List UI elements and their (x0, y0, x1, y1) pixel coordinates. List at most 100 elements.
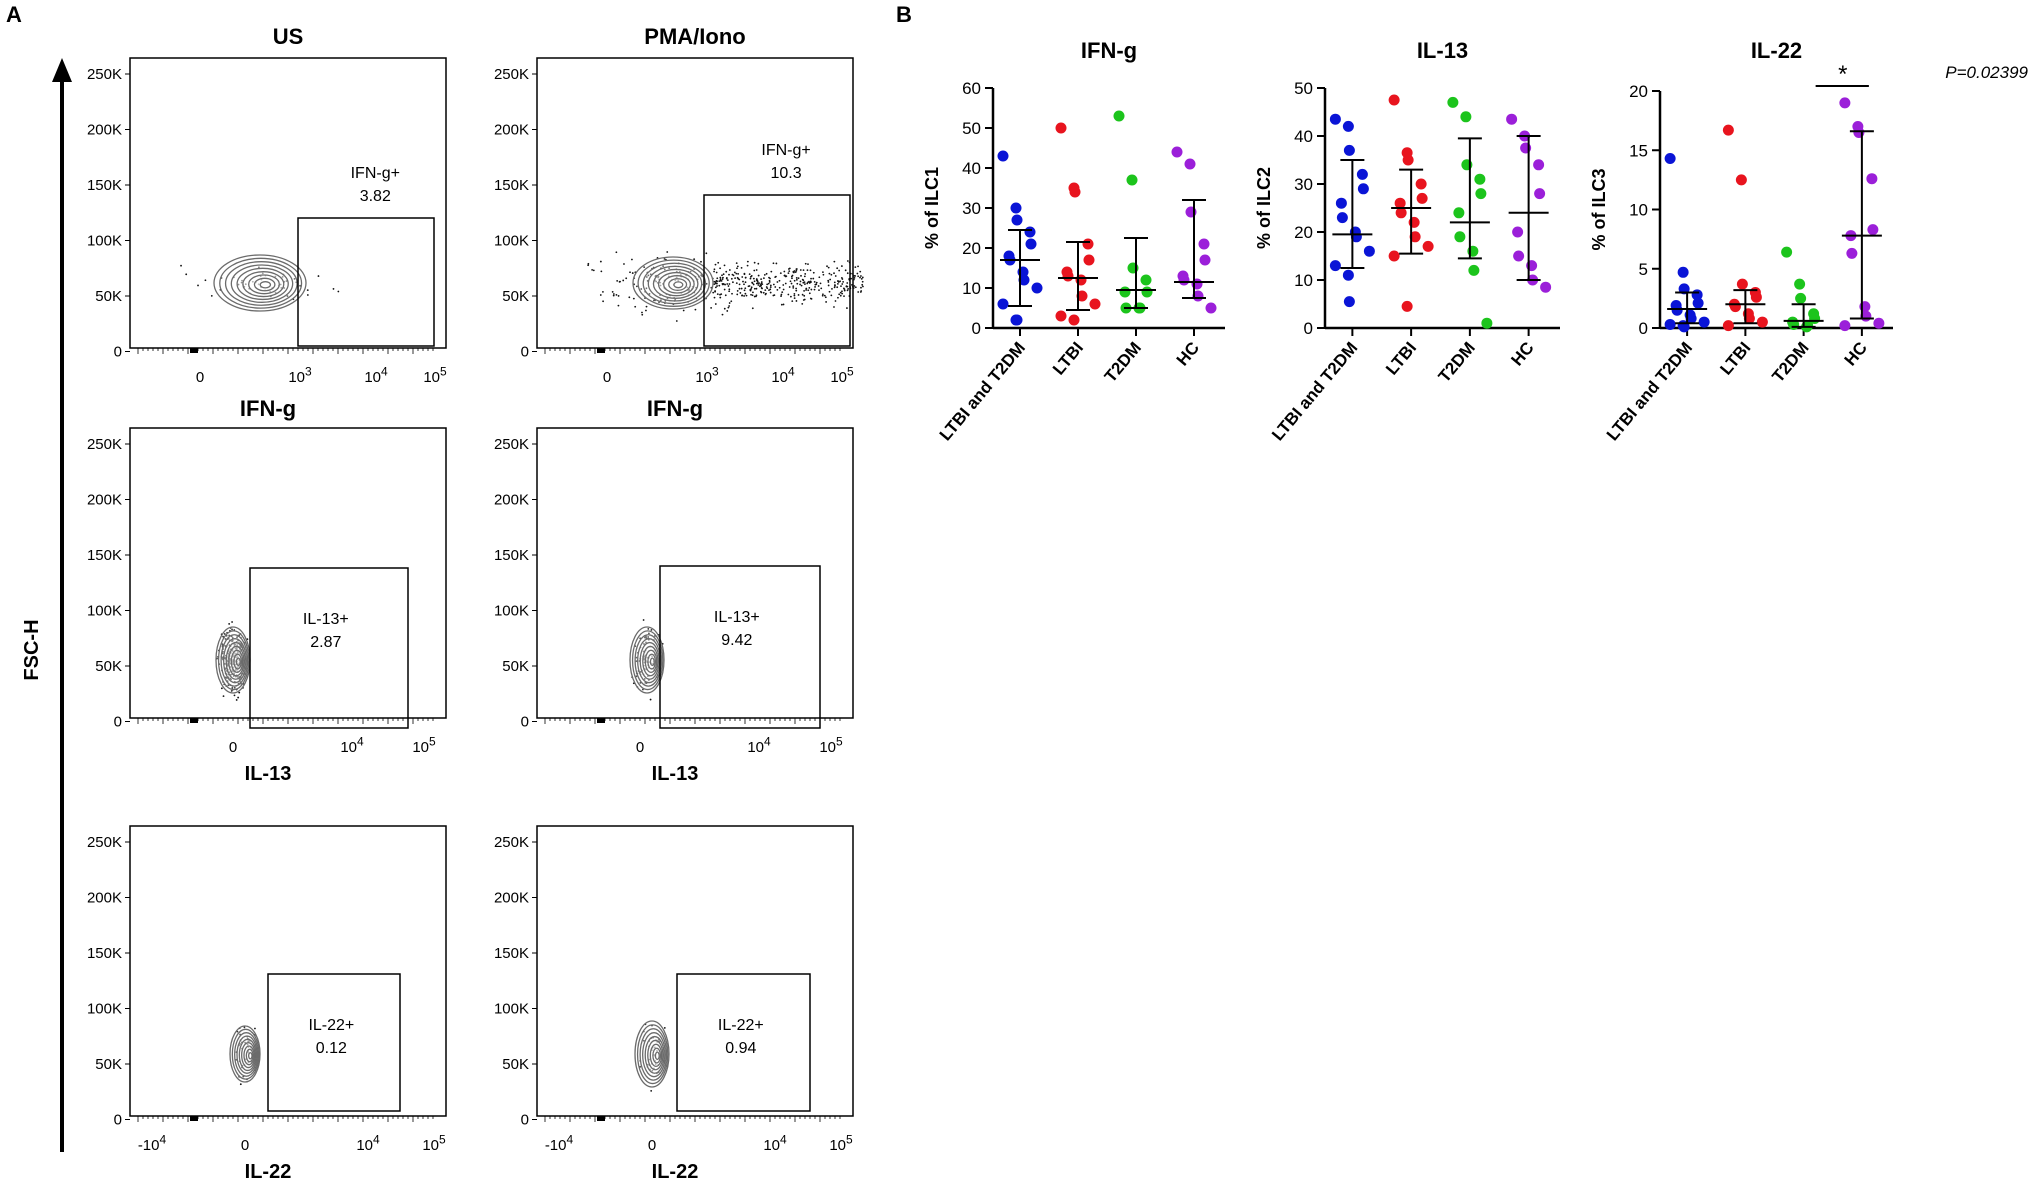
zero-tick-marker (597, 1116, 605, 1121)
event-dot (257, 283, 260, 286)
event-dot (755, 269, 758, 271)
event-dot (743, 289, 746, 292)
event-dot (736, 293, 739, 296)
data-point (1401, 300, 1413, 312)
event-dot (231, 686, 234, 689)
data-point (1781, 246, 1793, 258)
event-dot (778, 279, 781, 282)
event-dot (787, 293, 790, 296)
event-dot (769, 288, 772, 291)
event-dot (740, 287, 743, 290)
data-point (1873, 317, 1885, 329)
event-dot (727, 285, 730, 287)
event-dot (261, 272, 264, 275)
y-tick-label: 20 (1294, 223, 1313, 242)
event-dot (851, 284, 853, 286)
plot-frame (536, 427, 854, 719)
event-dot (772, 294, 775, 297)
event-dot (833, 272, 835, 275)
event-dot (790, 282, 793, 285)
event-dot (757, 274, 760, 277)
event-dot (615, 251, 618, 254)
event-dot (616, 279, 619, 282)
event-dot (756, 280, 759, 283)
gate-name: IFN-g+ (351, 165, 400, 182)
event-dot (761, 283, 764, 286)
event-dot (337, 290, 340, 293)
data-point (1447, 96, 1459, 108)
gate-box (703, 194, 851, 347)
zero-tick-marker (597, 718, 605, 723)
y-tick-label: 100K (494, 233, 529, 250)
y-tick-label: 50K (502, 1056, 529, 1073)
event-dot (602, 300, 604, 303)
data-point (1068, 314, 1080, 326)
y-tick-label: 100K (87, 603, 122, 620)
data-point (1336, 212, 1348, 224)
event-dot (791, 274, 794, 277)
gate-box (267, 973, 401, 1112)
data-point (1453, 207, 1465, 219)
event-dot (768, 289, 770, 292)
event-dot (713, 296, 716, 299)
event-dot (859, 270, 862, 273)
event-dot (757, 262, 760, 265)
event-dot (652, 299, 655, 302)
data-point (1388, 94, 1400, 106)
y-tick-label: 10 (962, 279, 981, 298)
data-point (1025, 238, 1037, 250)
event-dot (793, 294, 796, 297)
event-dot (792, 271, 795, 273)
event-dot (789, 280, 792, 283)
event-dot (753, 269, 756, 272)
event-dot (641, 311, 643, 314)
data-point (1011, 314, 1023, 326)
data-point (1416, 192, 1428, 204)
event-dot (782, 288, 785, 291)
data-point (1802, 320, 1814, 332)
event-dot (651, 655, 653, 658)
y-tick-label: 200K (494, 890, 529, 907)
event-dot (728, 269, 731, 271)
event-dot (274, 291, 277, 294)
event-dot (653, 1053, 656, 1056)
event-dot (674, 279, 677, 282)
event-dot (833, 286, 836, 289)
event-dot (279, 283, 282, 286)
event-dot (795, 269, 798, 272)
event-dot (718, 280, 721, 283)
y-tick-label: 100K (87, 233, 122, 250)
event-dot (666, 251, 669, 253)
contour-ring (652, 268, 699, 299)
plot-frame (536, 825, 854, 1117)
event-dot (753, 295, 756, 298)
contour-ring (236, 267, 289, 301)
y-axis-label: % of ILC3 (1589, 168, 1609, 250)
event-dot (853, 285, 856, 287)
event-dot (306, 294, 309, 296)
x-tick-label: LTBI (1716, 338, 1754, 378)
event-dot (233, 686, 236, 689)
event-dot (860, 290, 863, 292)
event-dot (745, 294, 748, 297)
event-dot (822, 293, 824, 296)
event-dot (790, 295, 792, 298)
event-dot (857, 275, 860, 278)
event-dot (741, 276, 744, 278)
data-point (1735, 174, 1747, 186)
data-point (1140, 274, 1152, 286)
data-point (1388, 250, 1400, 262)
y-tick-label: 0 (521, 714, 529, 731)
x-tick-label: 104 (364, 364, 388, 386)
event-dot (659, 281, 662, 284)
y-tick-label: 250K (494, 66, 529, 83)
event-dot (753, 261, 756, 264)
y-tick-label: 50K (95, 288, 122, 305)
y-tick-label: 250K (494, 834, 529, 851)
event-dot (635, 656, 638, 659)
event-dot (819, 282, 822, 285)
event-dot (802, 269, 805, 272)
gate-name: IL-22+ (308, 1017, 354, 1034)
data-point (1031, 282, 1043, 294)
event-dot (235, 699, 238, 701)
